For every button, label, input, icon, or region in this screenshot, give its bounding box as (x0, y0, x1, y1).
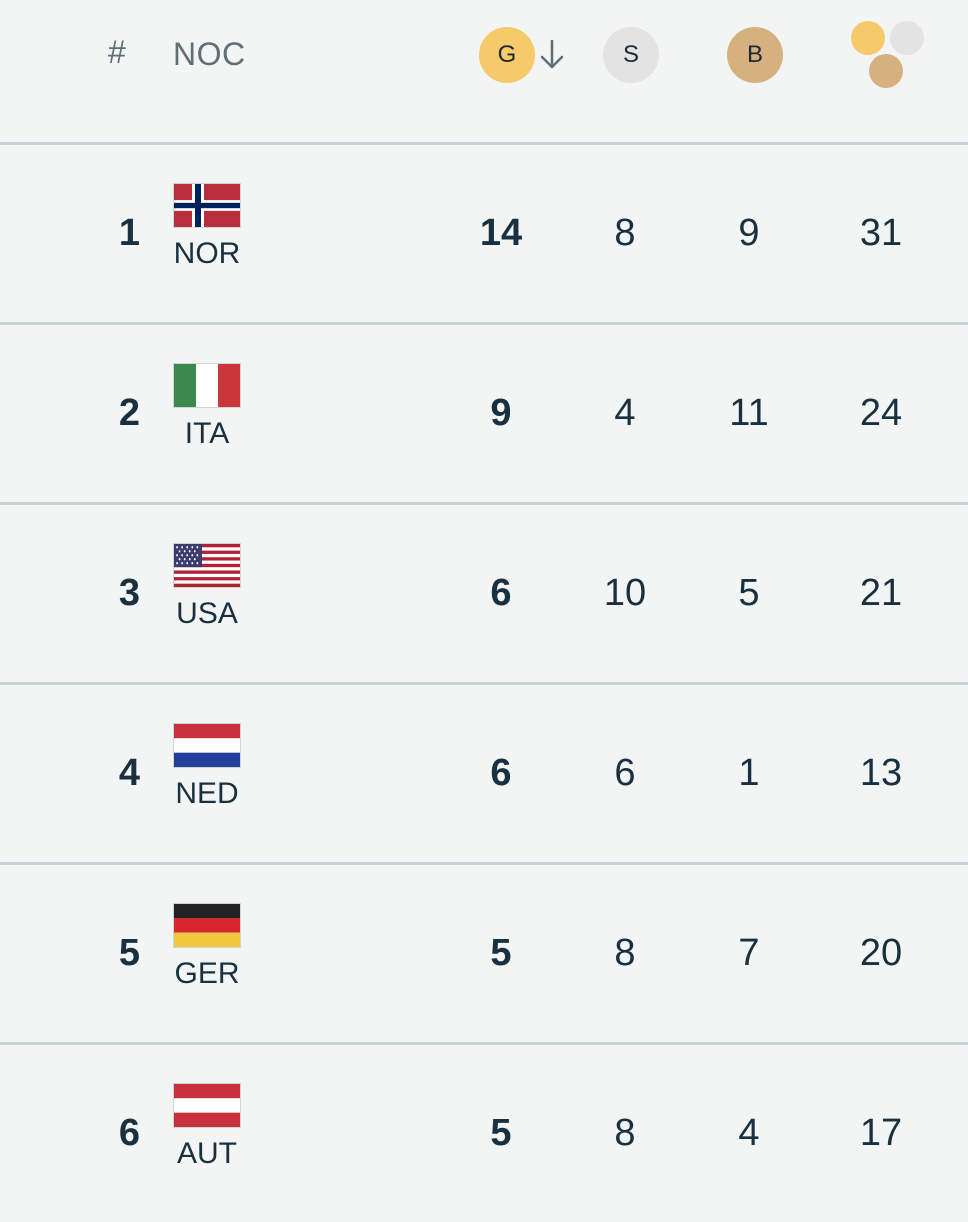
total-count: 21 (859, 572, 903, 614)
bronze-count: 7 (738, 932, 760, 974)
table-header: # NOC G S B (0, 0, 968, 145)
rank: 6 (118, 1112, 140, 1154)
bronze-count: 11 (729, 392, 769, 434)
rank: 3 (118, 572, 140, 614)
total-count: 24 (859, 392, 903, 434)
bronze-count: 5 (738, 572, 760, 614)
silver-count: 6 (614, 752, 636, 794)
country-cell[interactable]: NED (173, 723, 243, 810)
table-row[interactable]: 2 ITA 9 4 11 24 (0, 325, 968, 505)
noc-column-header[interactable]: NOC (173, 36, 246, 72)
gold-count: 5 (490, 1112, 512, 1154)
total-count: 13 (859, 752, 903, 794)
silver-count: 8 (614, 932, 636, 974)
gold-count: 6 (490, 572, 512, 614)
country-code: USA (176, 597, 238, 630)
gold-label: G (497, 41, 517, 68)
austria-flag (173, 1083, 241, 1128)
table-row[interactable]: 1 NOR 14 8 9 31 (0, 145, 968, 325)
silver-count: 10 (603, 572, 647, 614)
rank: 2 (118, 392, 140, 434)
gold-column-header[interactable]: G (479, 27, 535, 83)
silver-count: 8 (614, 212, 636, 254)
silver-count: 8 (614, 1112, 636, 1154)
bronze-dot (869, 54, 903, 88)
rank: 4 (118, 752, 140, 794)
country-cell[interactable]: AUT (173, 1083, 243, 1170)
bronze-count: 1 (738, 752, 760, 794)
netherlands-flag (173, 723, 241, 768)
medals-total-icon[interactable] (848, 18, 928, 92)
gold-count: 9 (490, 392, 512, 434)
germany-flag (173, 903, 241, 948)
table-row[interactable]: 4 NED 6 6 1 13 (0, 685, 968, 865)
total-count: 17 (859, 1112, 903, 1154)
gold-count: 6 (490, 752, 512, 794)
bronze-count: 9 (738, 212, 760, 254)
rank: 1 (118, 212, 140, 254)
country-code: NOR (173, 237, 241, 270)
norway-flag (173, 183, 241, 228)
table-row[interactable]: 3 USA 6 (0, 505, 968, 685)
country-code: AUT (177, 1137, 237, 1170)
rank: 5 (118, 932, 140, 974)
silver-dot (890, 21, 924, 55)
silver-count: 4 (614, 392, 636, 434)
country-code: NED (175, 777, 239, 810)
gold-dot (851, 21, 885, 55)
table-row[interactable]: 6 AUT 5 8 4 17 (0, 1045, 968, 1222)
table-row[interactable]: 5 GER 5 8 7 20 (0, 865, 968, 1045)
rank-column-header[interactable]: # (108, 34, 126, 70)
arrow-down-icon[interactable] (538, 37, 566, 73)
silver-column-header[interactable]: S (603, 27, 659, 83)
usa-flag (173, 543, 241, 588)
country-code: ITA (184, 417, 230, 450)
italy-flag (173, 363, 241, 408)
bronze-column-header[interactable]: B (727, 27, 783, 83)
bronze-count: 4 (738, 1112, 760, 1154)
gold-count: 14 (479, 212, 523, 254)
country-code: GER (174, 957, 240, 990)
silver-label: S (622, 41, 639, 68)
country-cell[interactable]: NOR (173, 183, 243, 270)
country-cell[interactable]: GER (173, 903, 243, 990)
country-cell[interactable]: ITA (173, 363, 243, 450)
country-cell[interactable]: USA (173, 543, 243, 630)
bronze-label: B (746, 41, 763, 68)
total-count: 31 (859, 212, 903, 254)
total-count: 20 (859, 932, 903, 974)
gold-count: 5 (490, 932, 512, 974)
